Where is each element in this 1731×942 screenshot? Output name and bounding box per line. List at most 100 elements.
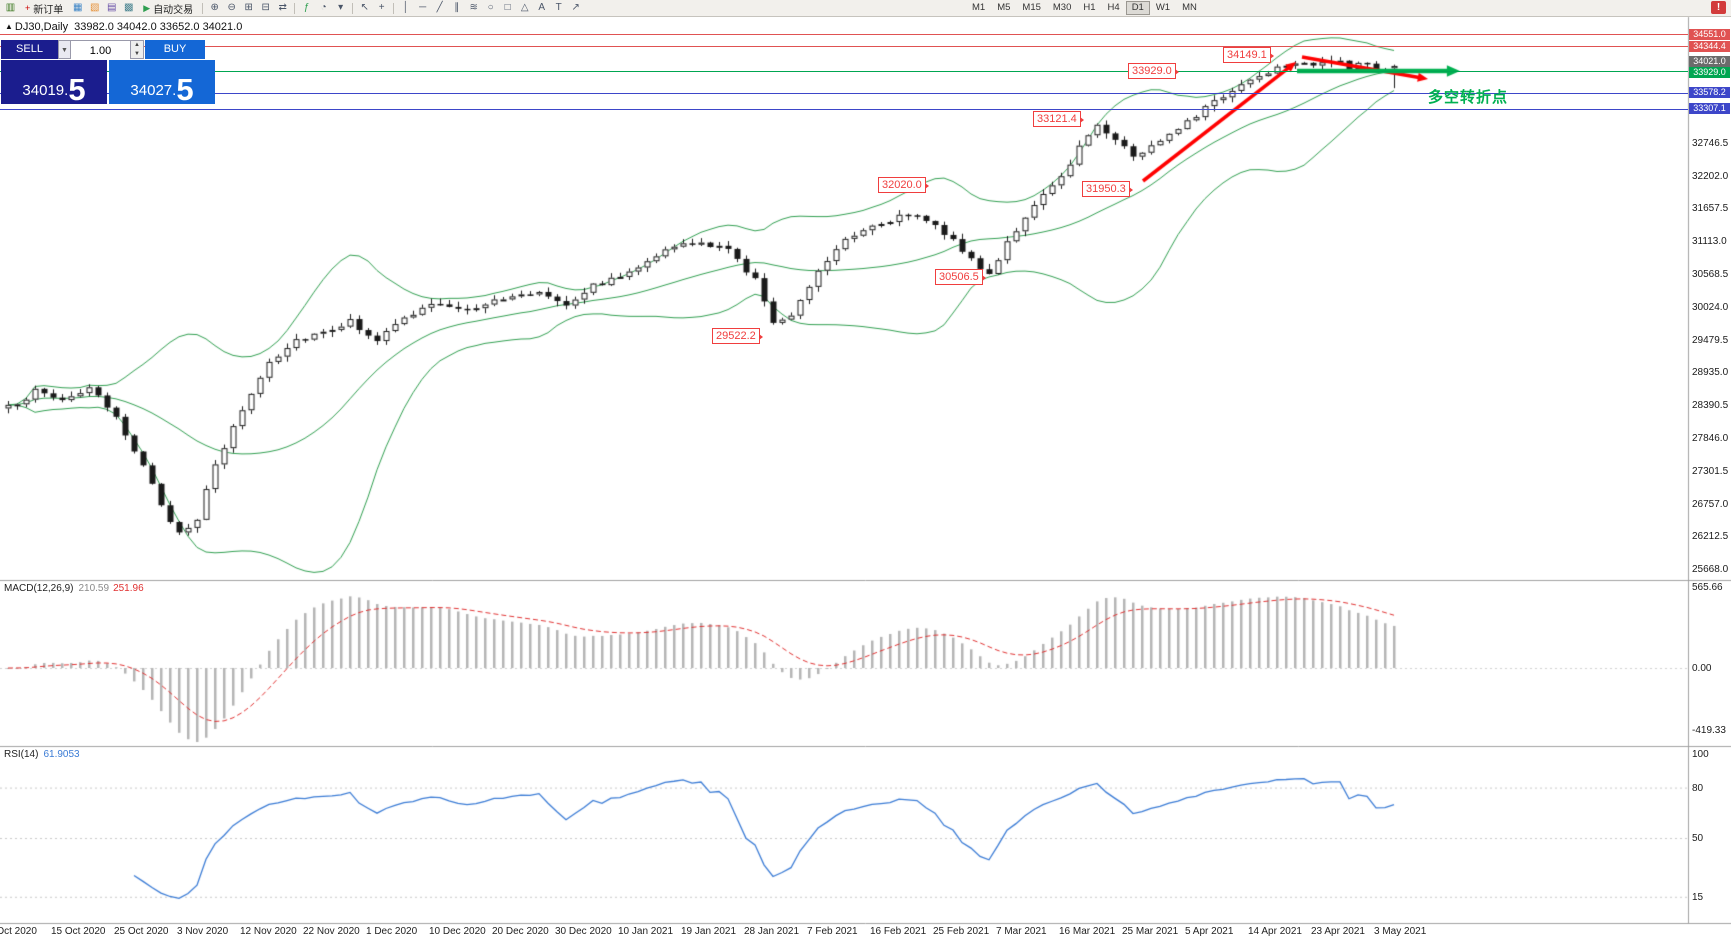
price-callout-label[interactable]: 33121.4 — [1033, 111, 1084, 127]
crosshair-icon[interactable]: + — [378, 2, 385, 13]
volume-input[interactable] — [71, 42, 130, 60]
cascade-windows-icon[interactable]: ⊟ — [261, 2, 270, 13]
templates-icon[interactable]: ▾ — [338, 2, 344, 13]
timeframe-m30-button[interactable]: M30 — [1052, 2, 1072, 13]
horizontal-line-icon[interactable]: ─ — [419, 2, 427, 13]
trade-prices-row: 34019. 5 34027. 5 — [1, 60, 217, 105]
volume-decrease-button[interactable]: ▼ — [134, 50, 140, 57]
timeframe-d1-button[interactable]: D1 — [1125, 1, 1150, 15]
annotation-text[interactable]: 多空转折点 — [1428, 89, 1509, 106]
timeframe-toolbar: M1 M5 M15 M30 H1 H4 D1 W1 MN — [966, 1, 1203, 15]
trendline-icon[interactable]: ╱ — [436, 2, 443, 13]
date-axis-label: 23 Apr 2021 — [1311, 926, 1365, 937]
zoom-out-icon[interactable]: ⊖ — [227, 2, 236, 13]
price-callout-label[interactable]: 33929.0 — [1128, 63, 1179, 79]
symbol-marker-icon: ▲ — [5, 22, 13, 31]
navigator-icon[interactable]: ▧ — [90, 2, 100, 13]
price-tick-label: 27301.5 — [1692, 465, 1729, 477]
sell-price-display[interactable]: 34019. 5 — [1, 60, 107, 105]
price-callout-label[interactable]: 34149.1 — [1223, 47, 1274, 63]
price-tick-label: 29479.5 — [1692, 334, 1729, 346]
rsi-level-label: 15 — [1692, 891, 1704, 903]
trade-controls-row: SELL ▼ ▲ ▼ BUY — [1, 40, 217, 60]
buy-price-display[interactable]: 34027. 5 — [109, 60, 215, 105]
new-chart-icon[interactable]: ▥ — [5, 2, 16, 13]
volume-spinner: ▲ ▼ — [131, 40, 144, 59]
buy-button[interactable]: BUY — [145, 40, 205, 59]
price-level-line[interactable] — [0, 71, 1688, 72]
price-level-line[interactable] — [0, 109, 1688, 110]
chart-shift-icon[interactable]: ⇄ — [278, 2, 287, 13]
timeframe-h4-button[interactable]: H4 — [1107, 2, 1120, 13]
triangle-icon[interactable]: △ — [520, 2, 529, 13]
label-icon[interactable]: T — [555, 2, 562, 13]
price-tick-label: 31657.5 — [1692, 203, 1729, 215]
price-level-line[interactable] — [0, 46, 1688, 47]
price-tick-label: 30024.0 — [1692, 301, 1729, 313]
volume-increase-button[interactable]: ▲ — [134, 42, 140, 48]
price-tick-label: 32746.5 — [1692, 137, 1729, 149]
text-icon[interactable]: A — [538, 2, 546, 13]
timeframe-mn-button[interactable]: MN — [1182, 2, 1197, 13]
date-axis-label: 25 Mar 2021 — [1122, 926, 1179, 937]
price-tag: 33307.1 — [1689, 103, 1730, 115]
sell-button[interactable]: SELL — [1, 40, 58, 59]
strategy-tester-icon[interactable]: ▩ — [124, 2, 134, 13]
date-axis-label: 7 Feb 2021 — [807, 926, 858, 937]
new-order-button[interactable]: + 新订单 — [19, 1, 69, 16]
rsi-name: RSI(14) — [4, 749, 39, 760]
channel-icon[interactable]: ∥ — [454, 2, 460, 13]
timeframe-h1-button[interactable]: H1 — [1083, 2, 1096, 13]
timeframe-m15-button[interactable]: M15 — [1022, 2, 1041, 13]
price-tick-label: 32202.0 — [1692, 170, 1729, 182]
date-axis-label: 3 Nov 2020 — [177, 926, 229, 937]
cursor-icon[interactable]: ↖ — [360, 2, 369, 13]
macd-level-label: -419.33 — [1692, 725, 1726, 737]
date-axis-label: 28 Jan 2021 — [744, 926, 800, 937]
auto-trading-button[interactable]: ▶ 自动交易 — [137, 1, 199, 16]
rsi-level-label: 100 — [1692, 749, 1709, 760]
new-order-button-label: 新订单 — [33, 4, 64, 16]
macd-level-label: 0.00 — [1692, 663, 1712, 674]
macd-name: MACD(12,26,9) — [4, 583, 74, 594]
volume-input-wrap — [71, 40, 131, 60]
ohlc-values: 33982.0 34042.0 33652.0 34021.0 — [74, 21, 243, 33]
timeframe-m5-button[interactable]: M5 — [997, 2, 1011, 13]
price-tick-label: 31113.0 — [1692, 236, 1727, 248]
notification-icon[interactable]: ! — [1711, 1, 1726, 14]
arrow-object-icon[interactable]: ↗ — [571, 2, 580, 13]
price-level-line[interactable] — [0, 93, 1688, 94]
vertical-line-icon[interactable]: │ — [402, 2, 409, 13]
market-watch-icon[interactable]: ▦ — [73, 2, 83, 13]
price-callout-label[interactable]: 29522.2 — [712, 328, 763, 344]
date-axis-label: 16 Mar 2021 — [1059, 926, 1116, 937]
timeframe-w1-button[interactable]: W1 — [1155, 2, 1171, 13]
date-axis-label: 12 Nov 2020 — [240, 926, 297, 937]
buy-price-main: 34027. — [130, 82, 177, 99]
date-axis-label: 3 May 2021 — [1374, 926, 1427, 937]
price-level-line[interactable] — [0, 34, 1688, 35]
rectangle-icon[interactable]: □ — [504, 2, 511, 13]
date-axis-label: 20 Dec 2020 — [492, 926, 549, 937]
price-callout-label[interactable]: 32020.0 — [878, 177, 929, 193]
volume-dropdown-caret[interactable]: ▼ — [58, 40, 71, 59]
date-axis-label: 6 Oct 2020 — [0, 926, 37, 937]
zoom-in-icon[interactable]: ⊕ — [210, 2, 219, 13]
toolbar-separator — [393, 2, 395, 14]
terminal-icon[interactable]: ▤ — [107, 2, 117, 13]
ellipse-icon[interactable]: ○ — [487, 2, 494, 13]
price-tag: 33578.2 — [1689, 87, 1730, 99]
date-axis-label: 22 Nov 2020 — [303, 926, 360, 937]
periods-icon[interactable]: ◔ — [320, 2, 327, 13]
indicators-icon[interactable]: ƒ — [303, 2, 310, 13]
toolbar-items: ▥ + 新订单 ▦ ▧ ▤ ▩ ▶ 自动交易 ⊕ ⊖ ⊞ ⊟ ⇄ ƒ ◔ ▾ ↖ + │ ─ ╱ ∥ ≋ ○ □ △ A T ↗ — [2, 1, 584, 16]
symbol-period-label: DJ30,Daily — [14, 21, 69, 33]
tile-windows-icon[interactable]: ⊞ — [244, 2, 253, 13]
timeframe-m1-button[interactable]: M1 — [972, 2, 986, 13]
date-axis-label: 1 Dec 2020 — [366, 926, 418, 937]
price-callout-label[interactable]: 30506.5 — [935, 269, 986, 285]
price-callout-label[interactable]: 31950.3 — [1082, 181, 1133, 197]
fibonacci-icon[interactable]: ≋ — [469, 2, 478, 13]
